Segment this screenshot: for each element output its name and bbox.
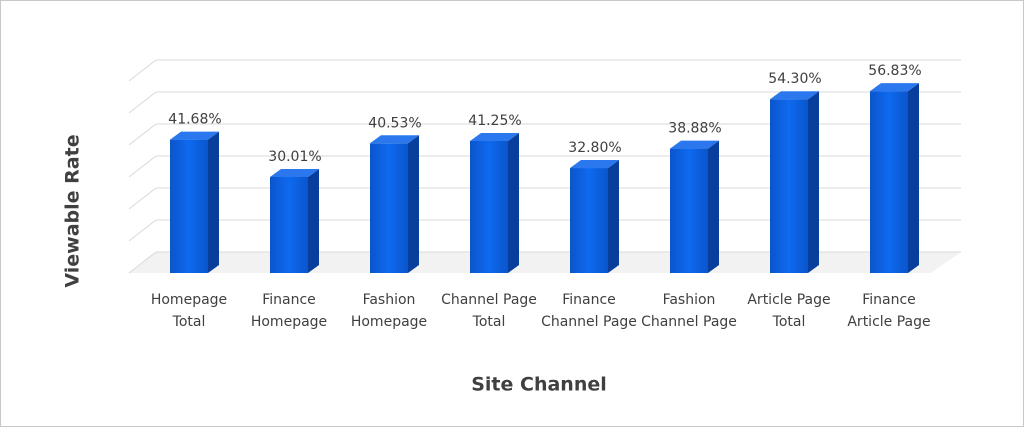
x-tick-label: Homepage Total <box>150 292 228 330</box>
bar-top <box>670 140 719 149</box>
data-label: 40.53% <box>368 115 421 131</box>
bar-side <box>408 135 419 273</box>
bar <box>170 139 208 273</box>
bar <box>670 148 708 273</box>
bar-top <box>370 135 419 144</box>
bar <box>570 168 608 273</box>
bar <box>370 143 408 273</box>
grid-line-depth <box>128 251 157 274</box>
bar-side <box>508 133 519 273</box>
bar-side <box>208 131 219 273</box>
bar-top <box>270 168 319 177</box>
bar-top <box>570 160 619 169</box>
bar-side <box>608 160 619 273</box>
grid-line-depth <box>128 187 157 210</box>
grid-line-depth <box>128 219 157 242</box>
data-label: 30.01% <box>268 149 321 165</box>
grid-line-depth <box>128 155 157 178</box>
x-tick-label: Finance Channel Page <box>541 292 637 330</box>
x-axis-title: Site Channel <box>471 374 607 396</box>
bar-top <box>470 133 519 141</box>
bar <box>270 176 308 273</box>
x-tick-label: Channel Page Total <box>441 292 537 330</box>
data-label: 38.88% <box>668 121 721 137</box>
bar-side <box>808 91 819 274</box>
bar-top <box>170 131 219 140</box>
bar-side <box>908 83 919 273</box>
data-label: 54.30% <box>768 71 821 87</box>
data-label: 41.25% <box>468 113 521 129</box>
x-tick-label: Finance Homepage <box>250 292 328 330</box>
bar-top <box>770 91 819 100</box>
bar <box>870 91 908 273</box>
grid-line-depth <box>128 91 157 114</box>
grid-line-depth <box>128 59 157 82</box>
data-label: 56.83% <box>868 63 921 79</box>
floor <box>129 252 961 273</box>
bar-side <box>708 140 719 273</box>
bar-side <box>308 168 319 273</box>
x-tick-label: Fashion Channel Page <box>641 292 737 330</box>
x-tick-label: Finance Article Page <box>847 292 931 330</box>
x-tick-label: Fashion Homepage <box>350 292 428 330</box>
x-tick-label: Article Page Total <box>747 292 831 330</box>
data-label: 32.80% <box>568 140 621 156</box>
bar <box>470 141 508 273</box>
bar <box>770 99 808 274</box>
grid-line-depth <box>128 123 157 146</box>
y-axis-title: Viewable Rate <box>62 134 84 287</box>
bar-top <box>870 83 919 92</box>
data-label: 41.68% <box>168 112 221 128</box>
